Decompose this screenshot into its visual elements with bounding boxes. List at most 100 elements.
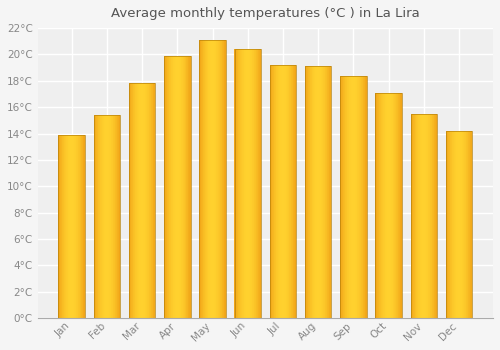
Bar [284, 65, 285, 318]
Bar [430, 114, 431, 318]
Bar [222, 40, 223, 318]
Bar [144, 83, 146, 318]
Bar [209, 40, 210, 318]
Bar [114, 115, 116, 318]
Bar [282, 65, 283, 318]
Bar [425, 114, 426, 318]
Bar [330, 66, 332, 318]
Bar [176, 56, 178, 318]
Bar [63, 135, 64, 318]
Bar [116, 115, 117, 318]
Bar [174, 56, 176, 318]
Bar [138, 83, 140, 318]
Bar [423, 114, 424, 318]
Bar [412, 114, 414, 318]
Bar [116, 115, 117, 318]
Bar [272, 65, 273, 318]
Bar [260, 49, 261, 318]
Bar [350, 76, 352, 318]
Bar [257, 49, 258, 318]
Bar [78, 135, 79, 318]
Bar [396, 93, 398, 318]
Bar [315, 66, 316, 318]
Bar [223, 40, 224, 318]
Bar [118, 115, 120, 318]
Bar [206, 40, 208, 318]
Bar [164, 56, 166, 318]
Bar [466, 131, 467, 318]
Bar [177, 56, 178, 318]
Bar [211, 40, 212, 318]
Bar [235, 49, 236, 318]
Bar [105, 115, 106, 318]
Bar [200, 40, 226, 318]
Bar [352, 76, 353, 318]
Bar [376, 93, 402, 318]
Bar [219, 40, 220, 318]
Bar [82, 135, 83, 318]
Bar [291, 65, 292, 318]
Bar [220, 40, 221, 318]
Bar [59, 135, 60, 318]
Bar [462, 131, 463, 318]
Bar [378, 93, 379, 318]
Bar [64, 135, 65, 318]
Bar [65, 135, 66, 318]
Bar [270, 65, 271, 318]
Bar [344, 76, 346, 318]
Bar [399, 93, 400, 318]
Bar [322, 66, 324, 318]
Bar [311, 66, 312, 318]
Bar [140, 83, 141, 318]
Bar [470, 131, 471, 318]
Bar [133, 83, 134, 318]
Bar [172, 56, 173, 318]
Bar [429, 114, 430, 318]
Bar [60, 135, 61, 318]
Bar [358, 76, 360, 318]
Bar [101, 115, 102, 318]
Bar [100, 115, 101, 318]
Bar [283, 65, 284, 318]
Bar [68, 135, 69, 318]
Bar [236, 49, 238, 318]
Bar [352, 76, 354, 318]
Bar [75, 135, 76, 318]
Bar [112, 115, 113, 318]
Bar [237, 49, 238, 318]
Bar [310, 66, 311, 318]
Bar [234, 49, 261, 318]
Bar [387, 93, 388, 318]
Bar [203, 40, 204, 318]
Bar [307, 66, 308, 318]
Bar [460, 131, 461, 318]
Bar [289, 65, 290, 318]
Bar [212, 40, 214, 318]
Bar [208, 40, 210, 318]
Bar [380, 93, 382, 318]
Bar [104, 115, 105, 318]
Bar [397, 93, 398, 318]
Bar [376, 93, 378, 318]
Bar [152, 83, 154, 318]
Bar [342, 76, 343, 318]
Bar [361, 76, 362, 318]
Bar [305, 66, 332, 318]
Bar [258, 49, 259, 318]
Bar [308, 66, 309, 318]
Bar [287, 65, 288, 318]
Bar [183, 56, 184, 318]
Bar [378, 93, 380, 318]
Bar [249, 49, 250, 318]
Bar [153, 83, 154, 318]
Bar [317, 66, 318, 318]
Bar [273, 65, 274, 318]
Bar [72, 135, 73, 318]
Bar [326, 66, 328, 318]
Bar [290, 65, 291, 318]
Bar [94, 115, 120, 318]
Bar [340, 76, 341, 318]
Bar [451, 131, 452, 318]
Bar [410, 114, 437, 318]
Bar [174, 56, 175, 318]
